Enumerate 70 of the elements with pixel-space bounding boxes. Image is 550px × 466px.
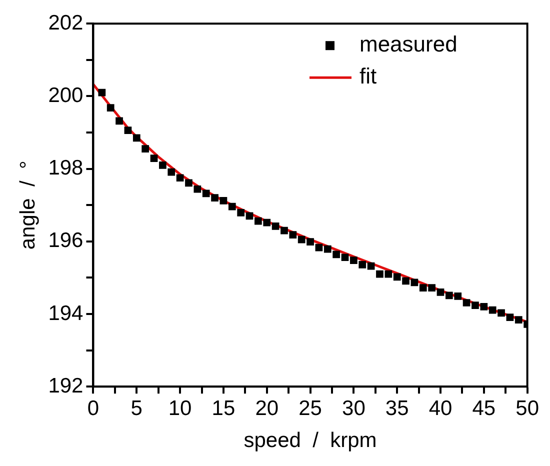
point bbox=[124, 126, 132, 134]
y-tick-label: 202 bbox=[48, 11, 84, 34]
point bbox=[98, 88, 106, 96]
point bbox=[106, 104, 114, 112]
point bbox=[498, 309, 505, 317]
point bbox=[150, 154, 158, 162]
x-tick-label: 35 bbox=[385, 396, 409, 420]
point bbox=[376, 270, 384, 278]
legend-label: measured bbox=[359, 32, 458, 57]
point bbox=[194, 185, 202, 193]
point bbox=[132, 134, 140, 142]
y-tick-label: 198 bbox=[48, 156, 84, 180]
x-tick-label: 0 bbox=[87, 396, 100, 420]
point bbox=[324, 245, 332, 253]
point bbox=[488, 306, 496, 314]
point bbox=[350, 256, 358, 264]
point bbox=[367, 262, 375, 270]
point bbox=[237, 209, 245, 216]
point bbox=[358, 260, 366, 268]
point bbox=[185, 179, 192, 187]
y-axis-title: angle / ° bbox=[16, 160, 40, 250]
point bbox=[506, 314, 514, 321]
point bbox=[289, 231, 297, 239]
point bbox=[454, 292, 462, 300]
point bbox=[384, 270, 392, 278]
point bbox=[202, 190, 210, 198]
x-tick-label: 30 bbox=[342, 396, 366, 420]
point bbox=[228, 202, 236, 210]
point bbox=[410, 278, 418, 286]
point bbox=[142, 145, 150, 153]
point bbox=[246, 212, 254, 220]
point bbox=[514, 316, 522, 324]
point bbox=[211, 194, 218, 202]
point bbox=[272, 222, 280, 230]
point bbox=[393, 273, 401, 281]
point bbox=[116, 117, 123, 125]
x-axis-title: speed / krpm bbox=[244, 429, 377, 452]
point bbox=[332, 250, 340, 258]
point bbox=[472, 302, 479, 309]
y-tick-label: 200 bbox=[48, 84, 84, 107]
y-tick-label: 196 bbox=[48, 229, 84, 252]
point bbox=[315, 244, 323, 252]
x-tick-label: 45 bbox=[472, 396, 496, 420]
point bbox=[220, 197, 228, 204]
point bbox=[462, 299, 470, 306]
x-tick-label: 5 bbox=[130, 396, 142, 420]
point bbox=[419, 284, 427, 292]
point bbox=[480, 303, 488, 310]
point bbox=[280, 226, 288, 234]
x-tick-label: 20 bbox=[255, 396, 279, 420]
x-tick-label: 40 bbox=[428, 396, 452, 420]
point bbox=[254, 217, 262, 225]
point bbox=[168, 168, 176, 176]
x-tick-label: 15 bbox=[212, 396, 236, 420]
x-tick-label: 50 bbox=[516, 396, 539, 420]
point bbox=[341, 254, 349, 262]
point bbox=[298, 236, 306, 244]
legend-label: fit bbox=[359, 64, 377, 89]
point bbox=[176, 174, 184, 182]
x-tick-label: 25 bbox=[298, 396, 322, 420]
point bbox=[446, 292, 453, 300]
point bbox=[436, 288, 444, 296]
y-tick-label: 192 bbox=[48, 374, 84, 398]
y-tick-label: 194 bbox=[48, 302, 84, 325]
point bbox=[402, 277, 410, 285]
x-tick-label: 10 bbox=[168, 396, 192, 420]
point bbox=[428, 284, 436, 292]
point bbox=[159, 161, 166, 169]
point bbox=[306, 238, 314, 246]
point bbox=[263, 218, 271, 226]
